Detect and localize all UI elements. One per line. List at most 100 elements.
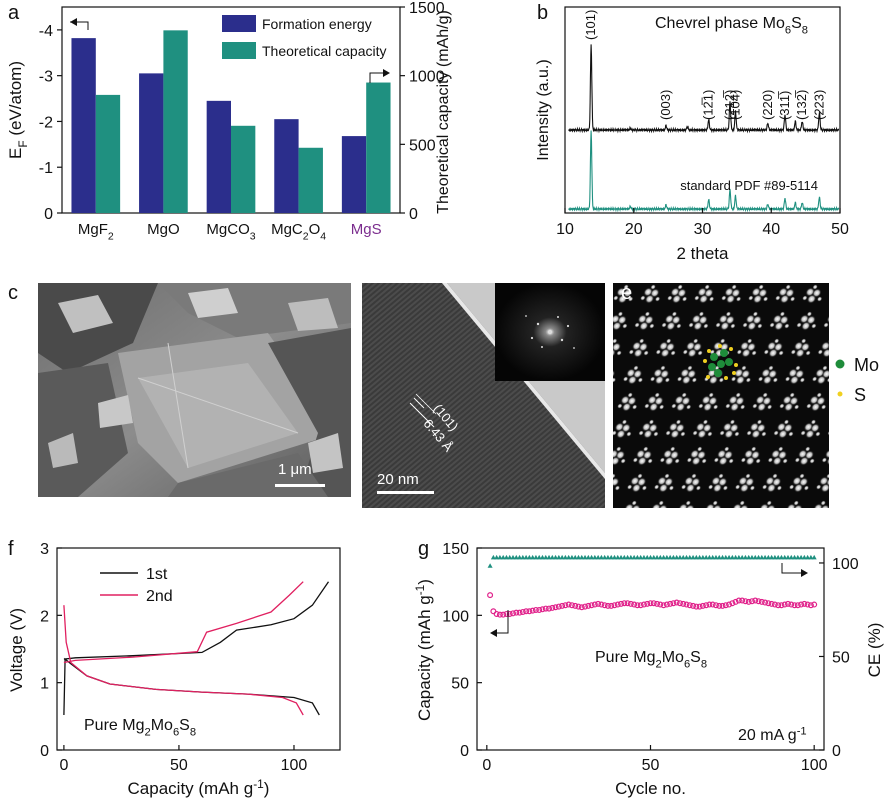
ce-point [670, 554, 676, 560]
capacity-point [591, 601, 598, 608]
s-legend-label: S [854, 385, 866, 405]
y-tick-label: 1 [40, 676, 49, 693]
peak-label: (12̅1) [701, 90, 716, 120]
capacity-point [791, 602, 798, 609]
capacity-point [801, 600, 808, 607]
capacity-point [604, 602, 611, 609]
capacity-point [523, 608, 530, 615]
capacity-point [771, 601, 778, 608]
scale-bar-label-d: 20 nm [377, 471, 419, 488]
capacity-point [742, 598, 749, 605]
ce-point [736, 554, 742, 560]
ce-point [507, 554, 513, 560]
capacity-point [575, 603, 582, 610]
capacity-point [729, 600, 736, 607]
ce-point [720, 554, 726, 560]
capacity-point [768, 600, 775, 607]
capacity-point [670, 600, 677, 607]
ce-point [546, 554, 552, 560]
ce-point [667, 554, 673, 560]
ce-point [556, 554, 562, 560]
ce-point [661, 554, 667, 560]
ce-point [503, 554, 509, 560]
x-category-label: MgF2​ [78, 221, 114, 242]
capacity-point [811, 601, 818, 608]
ce-point [762, 554, 768, 560]
y-tick-label-right: 1500 [409, 0, 445, 17]
y-axis-label-right: CE (%) [865, 623, 884, 678]
ce-point [795, 554, 801, 560]
ce-point [628, 554, 634, 560]
haadf-texture [613, 283, 829, 508]
capacity-point [608, 602, 615, 609]
ce-point [739, 554, 745, 560]
panel-label-f: f [8, 538, 14, 560]
legend-label: Formation energy [262, 16, 372, 32]
ce-point [625, 554, 631, 560]
sem-image: 1 μm [38, 283, 351, 497]
y-tick-label-right: 500 [409, 137, 436, 154]
capacity-point [680, 600, 687, 607]
capacity-point [673, 599, 680, 606]
y-tick-label-left: 50 [451, 676, 469, 693]
ce-point [562, 554, 568, 560]
peak-label: (003) [658, 90, 673, 120]
ce-point [526, 554, 532, 560]
x-axis-label: Cycle no. [615, 779, 686, 798]
legend-swatch [222, 15, 256, 32]
bar-formation-energy [71, 38, 96, 213]
peak-label: (101) [583, 10, 598, 40]
bar-formation-energy [206, 100, 231, 213]
capacity-point [595, 600, 602, 607]
capacity-point [798, 601, 805, 608]
peak-label: (104) [728, 90, 743, 120]
capacity-point [585, 602, 592, 609]
capacity-point [765, 600, 772, 607]
capacity-point [735, 597, 742, 604]
ce-point [651, 554, 657, 560]
ce-point [533, 554, 539, 560]
ce-point [510, 554, 516, 560]
capacity-point [519, 608, 526, 615]
ce-point [756, 554, 762, 560]
capacity-point [618, 600, 625, 607]
ce-point [729, 554, 735, 560]
capacity-point [719, 602, 726, 609]
ce-point [706, 554, 712, 560]
standard-pattern-label: standard PDF #89-5114 [680, 178, 818, 193]
ce-point [638, 554, 644, 560]
capacity-point [647, 600, 654, 607]
ce-point [543, 554, 549, 560]
plot-frame [56, 547, 341, 751]
ce-point [487, 563, 493, 568]
capacity-point [496, 611, 503, 618]
capacity-point [748, 598, 755, 605]
bar-formation-energy [139, 73, 164, 213]
capacity-point [788, 601, 795, 608]
ce-point [772, 554, 778, 560]
ce-point [595, 554, 601, 560]
ce-point [644, 554, 650, 560]
capacity-point [663, 601, 670, 608]
bar-formation-energy [341, 136, 367, 213]
arrow-capacity-axis [492, 610, 509, 634]
ce-point [805, 554, 811, 560]
capacity-point [709, 601, 716, 608]
ce-point [733, 554, 739, 560]
ce-point [494, 554, 500, 560]
capacity-point [526, 608, 533, 615]
panel-label-g: g [418, 538, 430, 560]
x-category-label: MgO [147, 221, 180, 238]
capacity-point [676, 600, 683, 607]
capacity-point [644, 600, 651, 607]
ce-point [585, 554, 591, 560]
ce-point [605, 554, 611, 560]
arrow-capacity-head [490, 629, 497, 637]
ce-point [615, 554, 621, 560]
bar-capacity [231, 125, 256, 213]
axis-arrow-right [369, 72, 388, 83]
y-tick-label-left: 100 [442, 608, 469, 625]
capacity-point [784, 600, 791, 607]
capacity-point [755, 598, 762, 605]
capacity-point [542, 605, 549, 612]
